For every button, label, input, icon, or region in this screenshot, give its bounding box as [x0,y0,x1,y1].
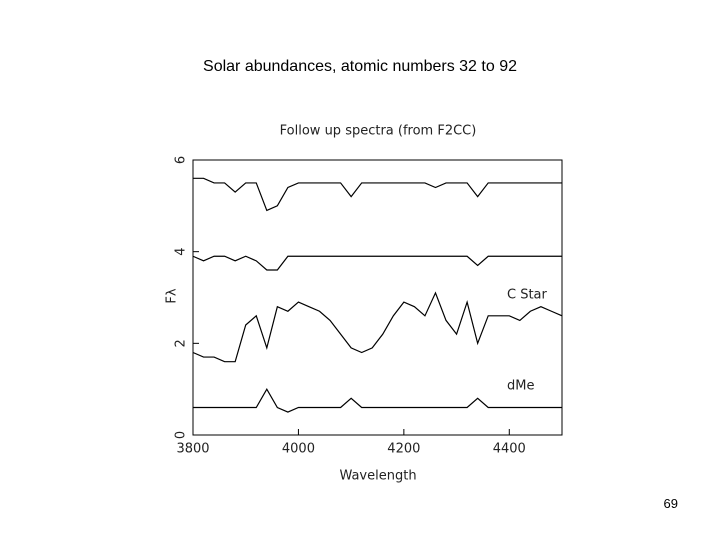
plot-frame [192,159,563,436]
x-tick-label: 4200 [387,442,420,457]
x-tick-label: 3800 [176,442,209,457]
spectrum-line [192,291,563,363]
y-axis-label: Fλ [165,288,180,303]
spectrum-line [193,177,562,212]
slide-title: Solar abundances, atomic numbers 32 to 9… [203,58,517,75]
annotation: dMe [507,379,534,394]
x-tick-label: 4000 [282,442,315,457]
y-tick-label: 6 [174,156,189,164]
spectrum-line [193,387,562,413]
x-axis-label: Wavelength [339,469,416,484]
page-number: 69 [663,496,678,511]
y-tick-label: 2 [174,339,189,347]
y-tick-label: 4 [174,248,189,256]
y-tick-label: 0 [174,431,189,439]
chart-title: Follow up spectra (from F2CC) [280,124,477,139]
x-tick-label: 4400 [493,442,526,457]
annotation: C Star [507,288,548,303]
spectrum-line [192,255,562,271]
